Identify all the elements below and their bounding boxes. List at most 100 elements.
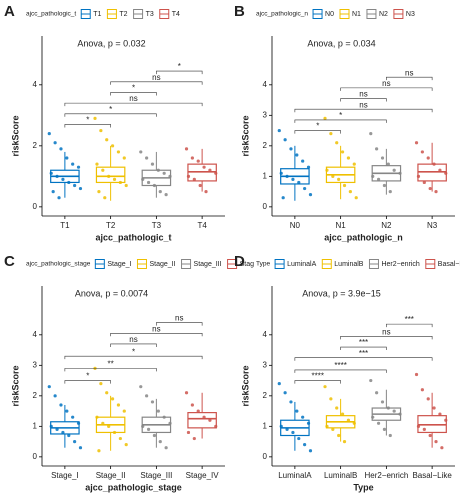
y-tick-label: 2 [263,391,268,400]
point [198,183,202,188]
bracket [110,343,157,347]
point [428,433,432,438]
x-tick-label: LuminalA [278,471,312,480]
y-tick-label: 0 [263,202,268,211]
y-tick-label: 3 [33,360,38,369]
bracket-label: *** [359,338,368,347]
y-axis-title: riskScore [10,115,20,156]
point [73,439,77,444]
bracket [294,119,387,123]
x-tick-label: Her2−enrich [364,471,408,480]
point [164,446,168,450]
point [150,400,155,404]
point [308,193,313,197]
point [301,415,305,419]
point [164,193,168,197]
bracket [386,323,433,328]
point [340,412,345,416]
point [277,128,281,133]
bracket [64,124,111,128]
point [146,180,151,185]
point [295,153,299,157]
x-tick-label: T4 [197,221,207,230]
point [78,446,83,450]
point [116,403,121,407]
y-tick-label: 2 [33,391,38,400]
x-tick-label: N3 [427,221,438,230]
legend-label: LuminalA [287,261,317,268]
point [308,449,313,453]
bracket-label: ns [129,335,137,344]
point [145,156,149,160]
legend-label: T1 [93,11,101,18]
point [57,196,61,200]
point [184,391,189,395]
bracket [386,76,433,81]
point [122,409,126,413]
point [192,177,196,181]
x-tick-label: T3 [152,221,162,230]
x-axis-title: ajcc_pathologic_n [324,232,403,242]
x-tick-label: T1 [60,221,70,230]
x-axis-title: ajcc_pathologic_t [95,232,171,242]
point [346,156,351,160]
point [110,397,115,401]
point [204,189,208,194]
legend-label: Her2−enrich [381,261,419,268]
bracket-label: ns [382,327,390,336]
bracket [64,355,203,360]
point [118,180,122,185]
point [428,186,432,191]
bracket-label: * [339,111,342,120]
point [214,424,218,428]
point [295,409,299,413]
point [192,436,196,441]
point [158,439,162,444]
point [53,394,57,398]
point [105,391,109,395]
point [105,138,109,142]
annotation: Anova, p = 0.034 [307,38,375,48]
legend-label: N1 [352,11,361,18]
point [342,183,347,188]
bracket [340,336,433,340]
point [289,147,293,151]
point [303,443,307,447]
y-tick-label: 2 [33,141,38,150]
point [156,168,160,172]
bracket-label: * [132,84,135,93]
bracket-label: ns [359,100,367,109]
point [392,168,396,172]
point [283,391,287,395]
point [329,132,333,136]
panel-letter: C [4,253,15,270]
x-tick-label: LuminalB [324,471,357,480]
x-tick-label: N1 [336,221,347,230]
bracket-label: *** [359,349,368,358]
bracket-label: *** [405,315,414,324]
legend-label: Stage_II [149,261,175,268]
y-tick-label: 4 [33,80,38,89]
point [71,415,75,419]
point [388,433,392,438]
point [279,171,283,175]
bracket-label: * [86,116,89,125]
point [382,183,387,188]
x-tick-label: Stage_I [51,471,79,480]
y-tick-label: 0 [33,452,38,461]
point [414,372,419,377]
y-axis-title: riskScore [10,365,20,406]
box [187,412,217,429]
y-tick-label: 4 [263,80,268,89]
bracket [64,380,111,384]
point [297,436,301,441]
point [67,180,71,185]
box [95,166,126,184]
point [59,147,63,151]
point [342,439,347,444]
bracket [294,369,387,373]
point [99,128,103,133]
point [76,165,81,169]
point [67,433,71,438]
